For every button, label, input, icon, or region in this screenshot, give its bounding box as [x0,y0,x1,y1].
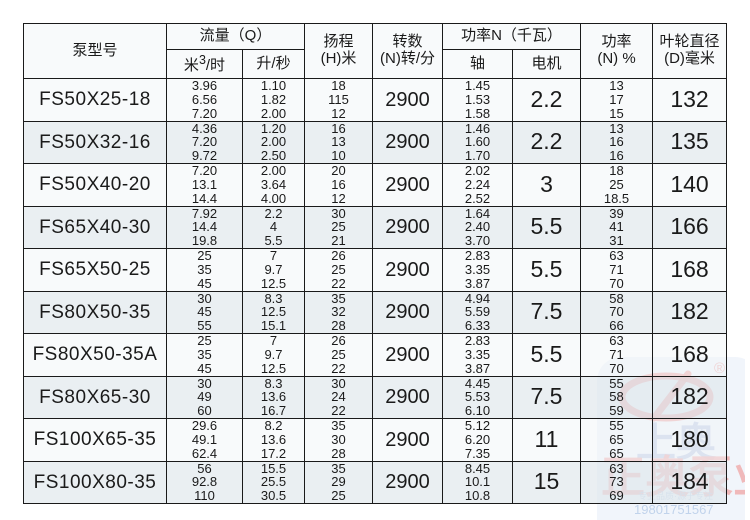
svg-text:19801751567: 19801751567 [634,502,714,517]
